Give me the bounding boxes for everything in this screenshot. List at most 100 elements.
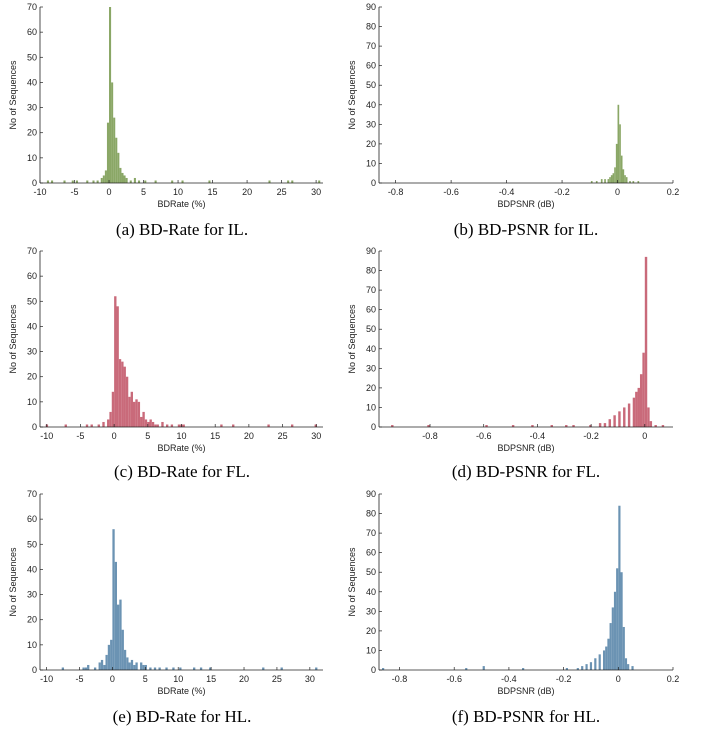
x-tick-label: 0.2: [667, 187, 680, 197]
histogram-bar: [102, 421, 105, 427]
y-tick-label: 30: [27, 103, 37, 113]
histogram-bar: [109, 411, 112, 427]
histogram-bar: [128, 662, 131, 670]
histogram-bar: [86, 180, 89, 183]
histogram-bar: [287, 180, 290, 183]
histogram-bar: [267, 424, 270, 427]
x-tick-label: -0.8: [422, 431, 438, 441]
x-tick-label: -0.4: [501, 674, 517, 684]
y-tick-label: 0: [371, 178, 376, 188]
histogram-bar: [137, 401, 141, 427]
y-tick-label: 0: [371, 422, 376, 432]
x-tick-label: 25: [278, 431, 288, 441]
y-tick-label: 90: [366, 2, 376, 12]
histogram-bar: [123, 366, 126, 427]
histogram-bar: [290, 424, 294, 427]
histogram-bar: [644, 256, 648, 427]
histogram-bar: [125, 177, 128, 183]
histogram-bar: [63, 180, 66, 183]
x-tick-label: 20: [239, 674, 249, 684]
x-tick-label: 20: [242, 187, 252, 197]
x-tick-label: 15: [208, 187, 218, 197]
histogram-bar: [618, 505, 621, 670]
y-tick-label: 40: [27, 77, 37, 87]
histogram-bar: [632, 397, 636, 427]
x-tick-label: 0: [615, 187, 620, 197]
histogram-bar: [637, 387, 640, 427]
y-tick-label: 90: [366, 246, 376, 256]
histogram-bar: [151, 421, 155, 427]
histogram-bar: [615, 143, 618, 183]
histogram-bar: [166, 424, 169, 427]
x-tick-label: -5: [71, 187, 79, 197]
x-tick-label: 0: [107, 187, 112, 197]
x-tick-label: 25: [277, 187, 287, 197]
histogram-bar: [465, 668, 468, 670]
y-tick-label: 40: [27, 321, 37, 331]
x-tick-label: 0: [112, 431, 117, 441]
y-tick-label: 0: [371, 665, 376, 675]
histogram-bar: [121, 629, 124, 670]
x-tick-label: 30: [311, 187, 321, 197]
y-tick-label: 40: [366, 587, 376, 597]
x-axis-label: BDRate (%): [157, 199, 205, 209]
histogram-bar: [114, 561, 117, 670]
x-axis-label: BDRate (%): [157, 443, 205, 453]
histogram-bar: [46, 180, 49, 183]
y-tick-label: 20: [27, 615, 37, 625]
y-tick-label: 60: [366, 548, 376, 558]
y-tick-label: 50: [27, 52, 37, 62]
histogram-bar: [612, 173, 615, 183]
histogram-bar: [90, 424, 93, 427]
y-tick-label: 30: [27, 590, 37, 600]
histogram-bar: [576, 668, 579, 670]
x-tick-label: 0: [642, 431, 647, 441]
x-tick-label: -10: [33, 187, 46, 197]
x-axis-label: BDPSNR (dB): [497, 199, 554, 209]
histogram-bar: [171, 180, 174, 183]
histogram-bar: [133, 177, 136, 183]
y-tick-label: 40: [366, 100, 376, 110]
y-tick-label: 80: [366, 266, 376, 276]
histogram-bar: [144, 664, 147, 670]
x-tick-label: -0.8: [388, 187, 404, 197]
y-tick-label: 70: [27, 246, 37, 256]
y-tick-label: 30: [366, 606, 376, 616]
histogram-bar: [581, 666, 584, 670]
histogram-bar: [199, 667, 203, 670]
histogram-bar: [209, 667, 212, 670]
histogram-bar: [617, 104, 620, 183]
histogram-bar: [610, 175, 613, 183]
y-tick-label: 30: [27, 347, 37, 357]
histogram-bar: [605, 646, 608, 670]
y-tick-label: 80: [366, 22, 376, 32]
histogram-bar: [135, 399, 138, 427]
histogram-bar: [118, 359, 122, 427]
histogram-bar: [647, 407, 650, 427]
histogram-bar: [623, 407, 626, 427]
histogram-bar: [109, 7, 112, 183]
histogram-bar: [97, 424, 100, 427]
panel-a-bdrate-il: 0 10 20 30 40 50 60 70 -10 -5 0 5 10 15 20 25 30 BDRate (…: [8, 2, 323, 239]
histogram-bar: [100, 177, 103, 183]
histogram-bar: [280, 667, 283, 670]
y-tick-label: 20: [366, 626, 376, 636]
histogram-bar: [144, 180, 147, 183]
y-tick-label: 50: [366, 80, 376, 90]
x-tick-label: 5: [145, 431, 150, 441]
y-axis-label: No of Sequences: [347, 304, 357, 374]
histogram-bar: [550, 425, 553, 427]
histogram-bar: [123, 649, 127, 670]
x-tick-label: 0: [110, 674, 115, 684]
histogram-bar: [110, 639, 113, 670]
x-axis-label: BDRate (%): [157, 686, 205, 696]
histogram-bar: [123, 175, 126, 183]
histogram-bar: [603, 423, 607, 427]
y-tick-label: 70: [366, 528, 376, 538]
histogram-bar: [113, 117, 116, 183]
histogram-bar: [602, 650, 606, 670]
histogram-bar: [147, 421, 150, 427]
x-tick-label: -0.2: [583, 431, 599, 441]
histogram-bar: [624, 658, 628, 670]
histogram-bar: [149, 667, 152, 670]
